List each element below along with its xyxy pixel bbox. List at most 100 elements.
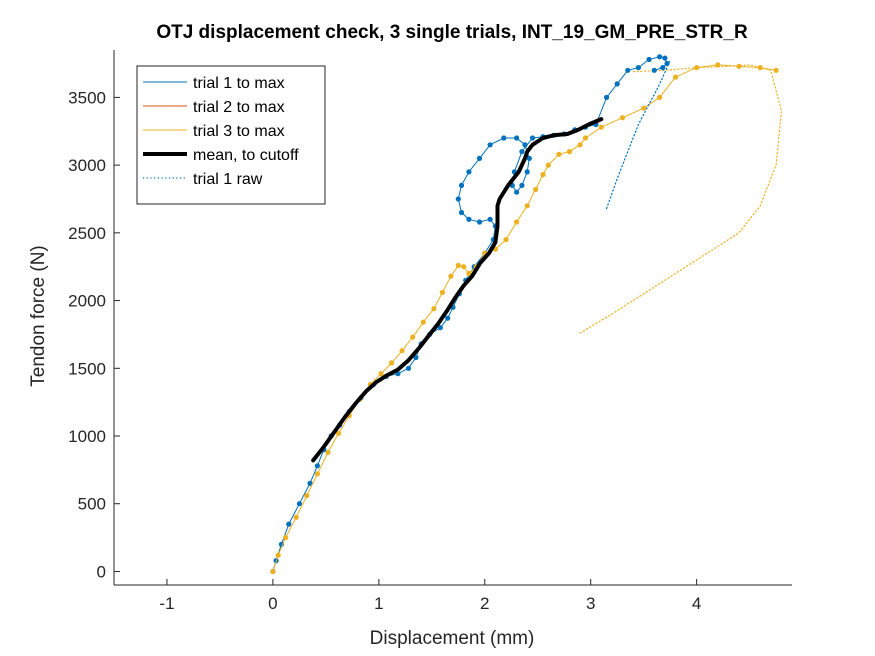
axes-layer: -1 0 1 2 3 4 0 500 1000 1500 2000 2500 3000 3500 <box>68 50 792 613</box>
series-2-point <box>641 105 647 111</box>
x-axis-label: Displacement (mm) <box>370 628 535 649</box>
series-2-point <box>736 63 742 69</box>
y-tick-label: 2500 <box>68 224 106 243</box>
legend-box <box>136 65 326 205</box>
series-2-point <box>715 62 721 68</box>
series-0-point <box>466 216 472 222</box>
series-0-point <box>458 182 465 188</box>
series-2-point <box>619 115 626 121</box>
series-0-point <box>635 65 642 71</box>
series-0-point <box>604 94 610 100</box>
series-0-point <box>466 169 472 175</box>
legend-label-1: trial 2 to max <box>193 99 285 116</box>
series-0-point <box>529 135 536 141</box>
y-tick-label: 3000 <box>68 156 106 175</box>
series-0-point <box>455 196 461 202</box>
series-0-point <box>445 315 451 321</box>
series-2-point <box>439 289 445 295</box>
series-2-point <box>293 514 299 520</box>
series-2-point <box>325 449 331 455</box>
x-tick-label: 1 <box>374 594 383 613</box>
series-2-point <box>694 65 700 71</box>
legend-label-4: trial 1 raw <box>193 171 263 188</box>
series-2-point <box>524 203 530 209</box>
annotation-series-line-0 <box>579 64 783 334</box>
legend: trial 1 to max trial 2 to max trial 3 to m… <box>136 65 326 205</box>
series-2-point <box>657 94 663 100</box>
series-2-point <box>514 219 520 225</box>
y-tick-label: 3500 <box>68 88 106 107</box>
series-2-point <box>773 67 779 73</box>
series-0-point <box>524 169 530 175</box>
y-tick-label: 1000 <box>68 427 106 446</box>
x-tick-label: 3 <box>586 594 595 613</box>
series-0-point <box>501 135 507 141</box>
series-2-point <box>431 306 437 312</box>
series-2-point <box>336 430 342 436</box>
y-tick-label: 2000 <box>68 292 106 311</box>
series-0-point <box>476 219 483 225</box>
series-0-point <box>660 65 666 71</box>
series-2-point <box>503 237 509 243</box>
series-0-point <box>286 521 292 527</box>
series-0-point <box>437 325 443 331</box>
series-0-point <box>476 155 483 161</box>
series-0-point <box>657 54 663 60</box>
series-2-point <box>283 535 289 541</box>
series-0-point <box>296 501 302 507</box>
series-0-point <box>487 216 493 222</box>
series-0-point <box>526 155 532 161</box>
y-axis-label: Tendon force (N) <box>28 245 49 387</box>
x-tick-label: 2 <box>480 594 489 613</box>
series-2-point <box>466 270 472 277</box>
series-0-point <box>514 135 520 141</box>
series-0-point <box>514 189 520 195</box>
series-0-point <box>646 56 652 63</box>
series-0-point <box>662 55 668 61</box>
series-line-4 <box>605 58 671 210</box>
y-tick-label: 0 <box>97 562 106 581</box>
series-0-point <box>625 67 631 73</box>
series-2-point <box>556 151 562 157</box>
series-line-3 <box>311 117 604 463</box>
series-2-point <box>455 262 461 268</box>
series-2-point <box>270 568 276 575</box>
series-0-point <box>651 67 657 73</box>
series-0-point <box>487 142 493 148</box>
legend-label-0: trial 1 to max <box>193 75 285 92</box>
chart-title: OTJ displacement check, 3 single trials,… <box>156 22 748 43</box>
series-2-point <box>389 360 395 366</box>
y-tick-label: 1500 <box>68 359 106 378</box>
series-2-point <box>448 273 454 279</box>
series-2-point <box>598 124 604 130</box>
series-2-point <box>378 371 384 377</box>
series-2-point <box>304 493 310 499</box>
series-2-point <box>545 162 551 168</box>
series-2-point <box>566 149 573 155</box>
series-0-point <box>522 142 528 148</box>
series-0-point <box>314 463 320 469</box>
series-2-point <box>577 142 583 148</box>
series-2-point <box>533 186 539 193</box>
series-2-point <box>420 319 426 325</box>
series-0-point <box>405 365 412 371</box>
legend-label-2: trial 3 to max <box>193 123 285 140</box>
series-0-point <box>614 81 620 87</box>
series-2-point <box>540 172 546 178</box>
series-0-point <box>307 480 313 486</box>
legend-label-3: mean, to cutoff <box>193 147 299 164</box>
series-0-point <box>519 149 525 155</box>
series-2-point <box>314 471 320 477</box>
series-2-point <box>275 552 281 558</box>
data-layer <box>270 54 783 575</box>
y-tick-label: 500 <box>78 495 106 514</box>
x-tick-label: -1 <box>159 594 174 613</box>
series-2-point <box>410 334 416 340</box>
series-2-point <box>757 65 763 71</box>
series-0-point <box>519 182 525 188</box>
x-tick-label: 4 <box>692 594 701 613</box>
series-2-point <box>672 74 679 80</box>
x-tick-label: 0 <box>268 594 277 613</box>
